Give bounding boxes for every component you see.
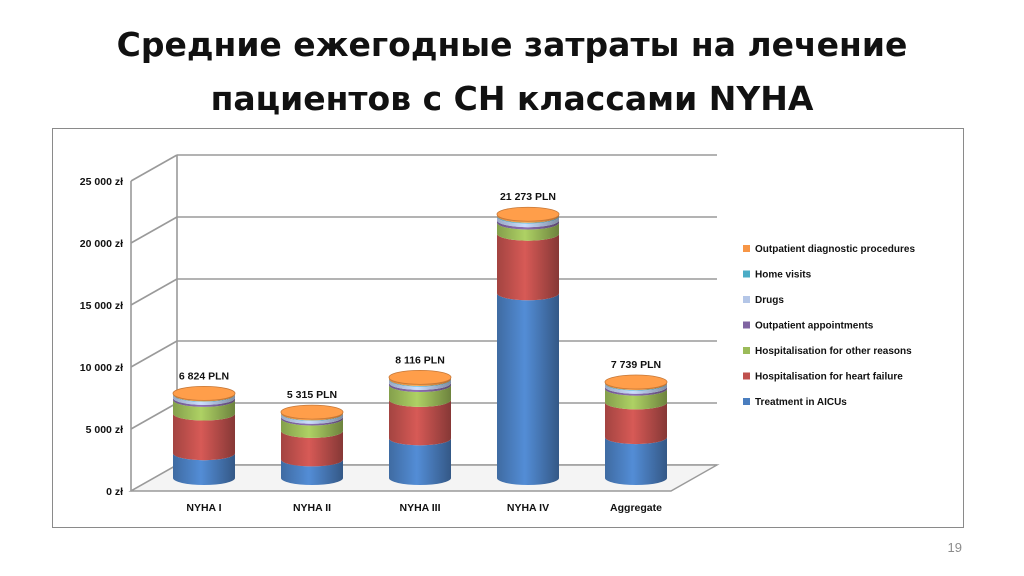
- legend-label: Treatment in AICUs: [755, 397, 847, 408]
- bar-segment-nyha-iv-2: [497, 222, 559, 241]
- bar-segment-nyha-i-0: [173, 453, 235, 485]
- bar-segment-aggregate-0: [605, 437, 667, 485]
- y-tick-label: 25 000 zł: [80, 176, 123, 188]
- bar-segment-nyha-iv-4: [497, 216, 559, 228]
- bar-segment-nyha-ii-0: [281, 459, 343, 485]
- legend-swatch: [743, 321, 750, 329]
- bar-segment-nyha-iii-2: [389, 385, 451, 407]
- legend-label: Hospitalisation for heart failure: [755, 372, 903, 383]
- stacked-cylinder-chart: 0 zł 5 000 zł 10 000 zł 15 000 zł 20 000 zł 2…: [80, 154, 915, 514]
- bar-segment-nyha-iii-1: [389, 399, 451, 446]
- bar-segment-nyha-i-1: [173, 413, 235, 461]
- legend-swatch: [743, 398, 750, 405]
- bar-segment-aggregate-1: [605, 402, 667, 445]
- legend-swatch: [743, 245, 750, 252]
- y-tick-label: 15 000 zł: [80, 300, 123, 312]
- y-tick-label: 0 zł: [106, 486, 123, 498]
- bar-segment-nyha-iv-1: [497, 233, 559, 301]
- gridline-wall: [130, 154, 178, 182]
- bar-segment-nyha-iii-4: [389, 379, 451, 390]
- bar-segment-nyha-iv-0: [497, 293, 559, 485]
- text-layer: 0 zł 5 000 zł 10 000 zł 15 000 zł 20 000 zł 2…: [80, 176, 662, 514]
- legend-layer: Outpatient diagnostic procedures Home vis…: [743, 244, 915, 408]
- legend-label: Outpatient diagnostic procedures: [755, 244, 915, 255]
- legend-label: Outpatient appointments: [755, 321, 874, 332]
- bar-segment-aggregate-4: [605, 383, 667, 394]
- legend-swatch: [743, 372, 750, 380]
- gridline-wall: [130, 278, 178, 306]
- legend-swatch: [743, 296, 750, 303]
- bar-segment-nyha-ii-3: [281, 416, 343, 426]
- slide-title: Средние ежегодные затраты на лечение пац…: [0, 18, 1024, 126]
- bars-layer: [172, 206, 668, 485]
- bar-total-label: 21 273 PLN: [500, 191, 556, 203]
- grid-layer: [128, 154, 720, 492]
- y-tick-label: 20 000 zł: [80, 238, 123, 250]
- bar-top-cap: [496, 206, 560, 222]
- page-number: 19: [947, 540, 962, 555]
- gridline-wall: [130, 216, 178, 244]
- legend-label: Hospitalisation for other reasons: [755, 346, 912, 357]
- bar-segment-nyha-iii-3: [389, 382, 451, 392]
- bar-segment-nyha-ii-2: [281, 418, 343, 438]
- x-category-label: NYHA III: [399, 502, 440, 514]
- gridline-wall: [130, 340, 178, 368]
- y-tick-label: 10 000 zł: [80, 362, 123, 374]
- legend-label: Home visits: [755, 270, 812, 281]
- bar-total-label: 6 824 PLN: [179, 370, 229, 382]
- legend-swatch: [743, 347, 750, 354]
- legend-swatch: [743, 270, 750, 278]
- bar-segment-nyha-iii-0: [389, 438, 451, 485]
- bar-top-cap: [280, 404, 344, 420]
- bar-segment-nyha-iv-3: [497, 220, 559, 230]
- bar-segment-nyha-i-3: [173, 397, 235, 407]
- bar-top-cap: [604, 374, 668, 390]
- legend-label: Drugs: [755, 295, 784, 306]
- x-category-label: Aggregate: [610, 502, 662, 514]
- slide-title-line-1: Средние ежегодные затраты на лечение: [116, 25, 908, 64]
- y-tick-label: 5 000 zł: [86, 424, 123, 436]
- bar-segment-aggregate-3: [605, 386, 667, 396]
- bar-total-label: 5 315 PLN: [287, 389, 337, 401]
- bar-segment-aggregate-2: [605, 388, 667, 410]
- bar-top-cap: [388, 369, 452, 385]
- bar-top-cap: [172, 385, 236, 401]
- bar-segment-nyha-i-2: [173, 399, 235, 421]
- bar-total-label: 8 116 PLN: [395, 354, 445, 366]
- slide-title-line-2: пациентов с СН классами NYHA: [210, 79, 814, 118]
- bar-segment-nyha-i-4: [173, 394, 235, 405]
- bar-total-label: 7 739 PLN: [611, 359, 661, 371]
- chart-frame: 0 zł 5 000 zł 10 000 zł 15 000 zł 20 000 zł 2…: [52, 128, 964, 528]
- x-category-label: NYHA I: [186, 502, 221, 514]
- gridline-wall: [130, 402, 178, 430]
- x-category-label: NYHA II: [293, 502, 331, 514]
- bar-segment-nyha-ii-1: [281, 430, 343, 467]
- bar-segment-nyha-iii-6: [389, 377, 451, 387]
- bar-segment-nyha-ii-4: [281, 413, 343, 424]
- x-category-label: NYHA IV: [507, 502, 549, 514]
